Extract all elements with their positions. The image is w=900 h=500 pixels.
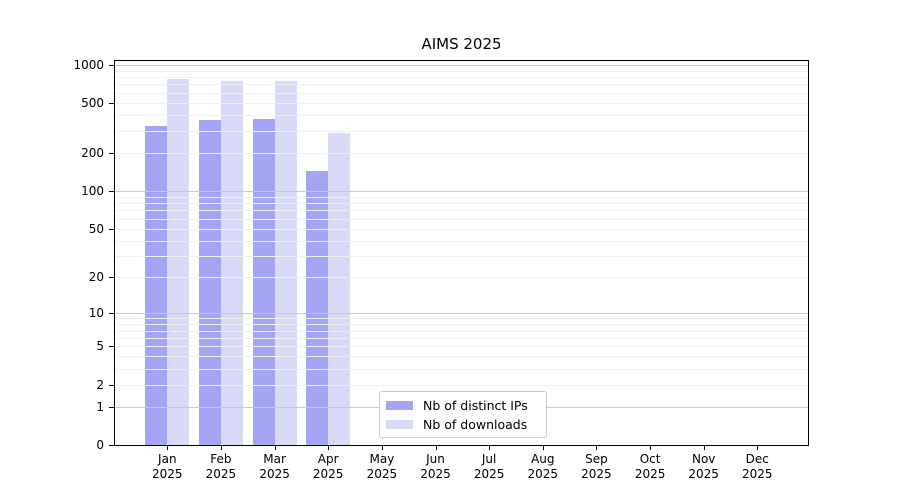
gridline-60: [115, 218, 808, 220]
legend: Nb of distinct IPs Nb of downloads: [379, 391, 547, 438]
chart-title: AIMS 2025: [421, 35, 502, 53]
x-tick-mark: [274, 446, 276, 450]
gridline-40: [115, 240, 808, 242]
gridline-30: [115, 256, 808, 257]
x-tick-label-aug: Aug 2025: [527, 452, 559, 481]
x-tick-label-sep: Sep 2025: [581, 452, 612, 481]
gridline-300: [115, 130, 808, 132]
y-tick-mark: [109, 406, 114, 408]
gridline-5: [115, 346, 808, 348]
gridline-70: [115, 210, 808, 212]
gridline-3: [115, 368, 808, 370]
gridline-6: [115, 337, 808, 339]
x-tick-label-oct: Oct 2025: [634, 452, 666, 481]
x-tick-label-dec: Dec 2025: [742, 452, 773, 481]
bar-downloads-jan: [167, 78, 190, 445]
bar-distinct-ips-jan: [145, 125, 168, 445]
y-tick-label: 100: [81, 184, 104, 198]
y-tick-label: 0: [96, 438, 104, 452]
gridline-50: [115, 228, 808, 230]
bar-distinct-ips-apr: [306, 170, 329, 445]
plot-area: Nb of distinct IPs Nb of downloads: [114, 60, 809, 446]
y-tick-mark: [109, 313, 114, 314]
x-tick-mark: [328, 446, 330, 450]
x-tick-label-may: May 2025: [366, 452, 398, 481]
x-tick-mark: [542, 446, 544, 450]
gridline-500: [115, 102, 808, 104]
y-tick-mark: [109, 153, 114, 155]
y-tick-mark: [109, 102, 114, 104]
gridline-900: [115, 70, 808, 72]
y-tick-label: 500: [81, 95, 104, 110]
x-tick-mark: [703, 446, 705, 450]
gridline-700: [115, 84, 808, 86]
x-tick-mark: [596, 446, 598, 450]
y-tick-mark: [109, 384, 114, 386]
gridline-10: [115, 313, 808, 314]
y-tick-label: 20: [88, 270, 104, 285]
gridline-800: [115, 77, 808, 78]
x-tick-mark: [650, 446, 652, 450]
legend-label-downloads: Nb of downloads: [423, 417, 528, 432]
x-tick-label-jan: Jan 2025: [152, 452, 183, 481]
x-tick-label-jun: Jun 2025: [420, 452, 451, 481]
y-tick-mark: [109, 346, 114, 348]
y-tick-mark: [109, 64, 114, 66]
gridline-200: [115, 153, 808, 155]
gridline-2: [115, 384, 808, 386]
x-tick-mark: [381, 446, 383, 450]
legend-label-distinct-ips: Nb of distinct IPs: [423, 398, 528, 413]
gridline-1000: [115, 64, 808, 66]
x-tick-mark: [167, 446, 169, 450]
x-tick-label-mar: Mar 2025: [259, 452, 290, 481]
x-tick-mark: [220, 446, 222, 450]
legend-swatch-distinct-ips-icon: [386, 401, 413, 410]
y-tick-label: 10: [88, 306, 104, 320]
gridline-8: [115, 324, 808, 326]
legend-item-downloads: Nb of downloads: [386, 415, 538, 434]
x-tick-mark: [757, 446, 759, 450]
legend-item-distinct-ips: Nb of distinct IPs: [386, 396, 538, 415]
y-tick-label: 1: [96, 399, 104, 414]
y-tick-label: 2: [96, 377, 104, 392]
gridline-600: [115, 92, 808, 94]
gridline-400: [115, 115, 808, 117]
bar-distinct-ips-feb: [198, 120, 221, 445]
bar-downloads-mar: [274, 81, 297, 445]
bar-downloads-apr: [328, 132, 351, 445]
bar-downloads-feb: [220, 80, 243, 445]
y-tick-mark: [109, 191, 114, 192]
x-tick-label-feb: Feb 2025: [205, 452, 237, 481]
x-tick-label-apr: Apr 2025: [312, 452, 344, 481]
y-tick-label: 1000: [73, 57, 104, 72]
legend-swatch-downloads-icon: [386, 420, 413, 429]
gridline-90: [115, 196, 808, 198]
x-tick-mark: [489, 446, 491, 450]
gridline-9: [115, 318, 808, 320]
x-tick-label-jul: Jul 2025: [473, 452, 505, 481]
gridline-80: [115, 203, 808, 205]
gridline-4: [115, 356, 808, 358]
y-tick-label: 5: [96, 339, 104, 354]
x-tick-label-nov: Nov 2025: [688, 452, 719, 481]
gridline-7: [115, 330, 808, 332]
gridline-100: [115, 191, 808, 192]
y-tick-mark: [109, 228, 114, 230]
bar-distinct-ips-mar: [252, 119, 275, 445]
y-tick-mark: [109, 277, 114, 279]
y-tick-mark: [109, 445, 114, 446]
y-tick-label: 200: [81, 146, 104, 161]
x-tick-mark: [435, 446, 437, 450]
y-tick-label: 50: [88, 221, 104, 236]
gridline-20: [115, 277, 808, 279]
